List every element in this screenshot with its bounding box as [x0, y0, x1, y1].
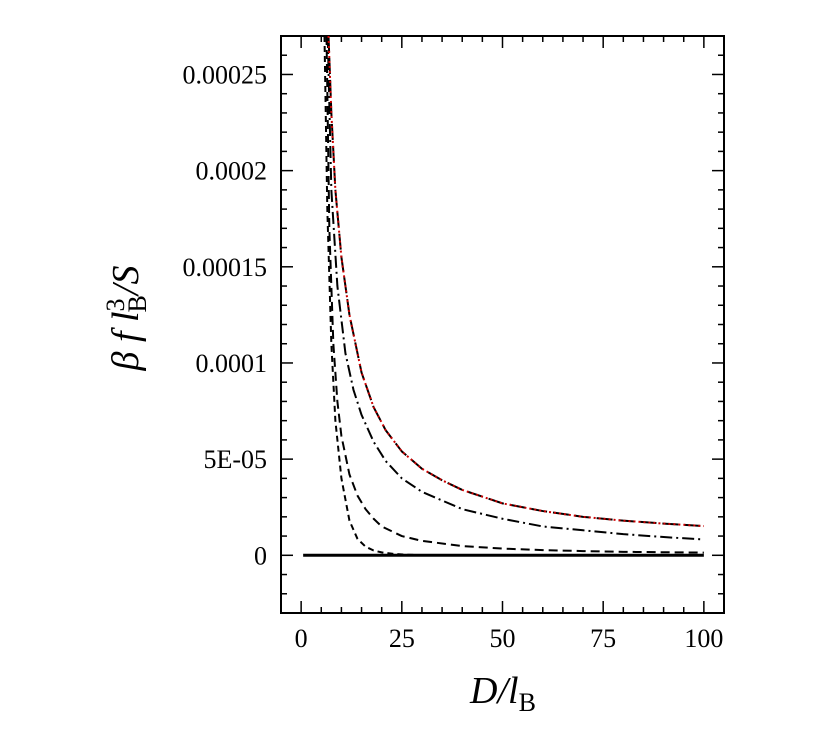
series-line-dashed: [325, 36, 704, 554]
series-line-dashed-short: [323, 36, 422, 557]
x-tick-label: 100: [684, 624, 723, 653]
y-tick-label: 0.0002: [196, 157, 268, 186]
y-tick-label: 0: [254, 541, 267, 570]
plot-frame: [280, 35, 725, 614]
x-tick-label: 50: [490, 624, 516, 653]
series-line-dashdot: [326, 36, 704, 541]
y-tick-label: 5E-05: [203, 445, 267, 474]
series-line-dotted: [327, 36, 704, 528]
series-line-longdash: [327, 36, 704, 528]
tick-marks: [280, 35, 725, 614]
x-tick-label: 75: [590, 624, 616, 653]
x-tick-label: 0: [295, 624, 308, 653]
series-group: [303, 36, 704, 557]
y-axis-label: β f l3B/S: [101, 266, 152, 372]
x-tick-label: 25: [389, 624, 415, 653]
x-axis-label: D/lB: [469, 670, 536, 717]
y-tick-label: 0.00015: [183, 253, 268, 282]
y-tick-label: 0.00025: [183, 60, 268, 89]
tick-labels: 0 25 50 75 100 0 5E-05 0.0001 0.00015 0.0002 0.000…: [183, 60, 724, 653]
y-tick-label: 0.0001: [196, 349, 268, 378]
